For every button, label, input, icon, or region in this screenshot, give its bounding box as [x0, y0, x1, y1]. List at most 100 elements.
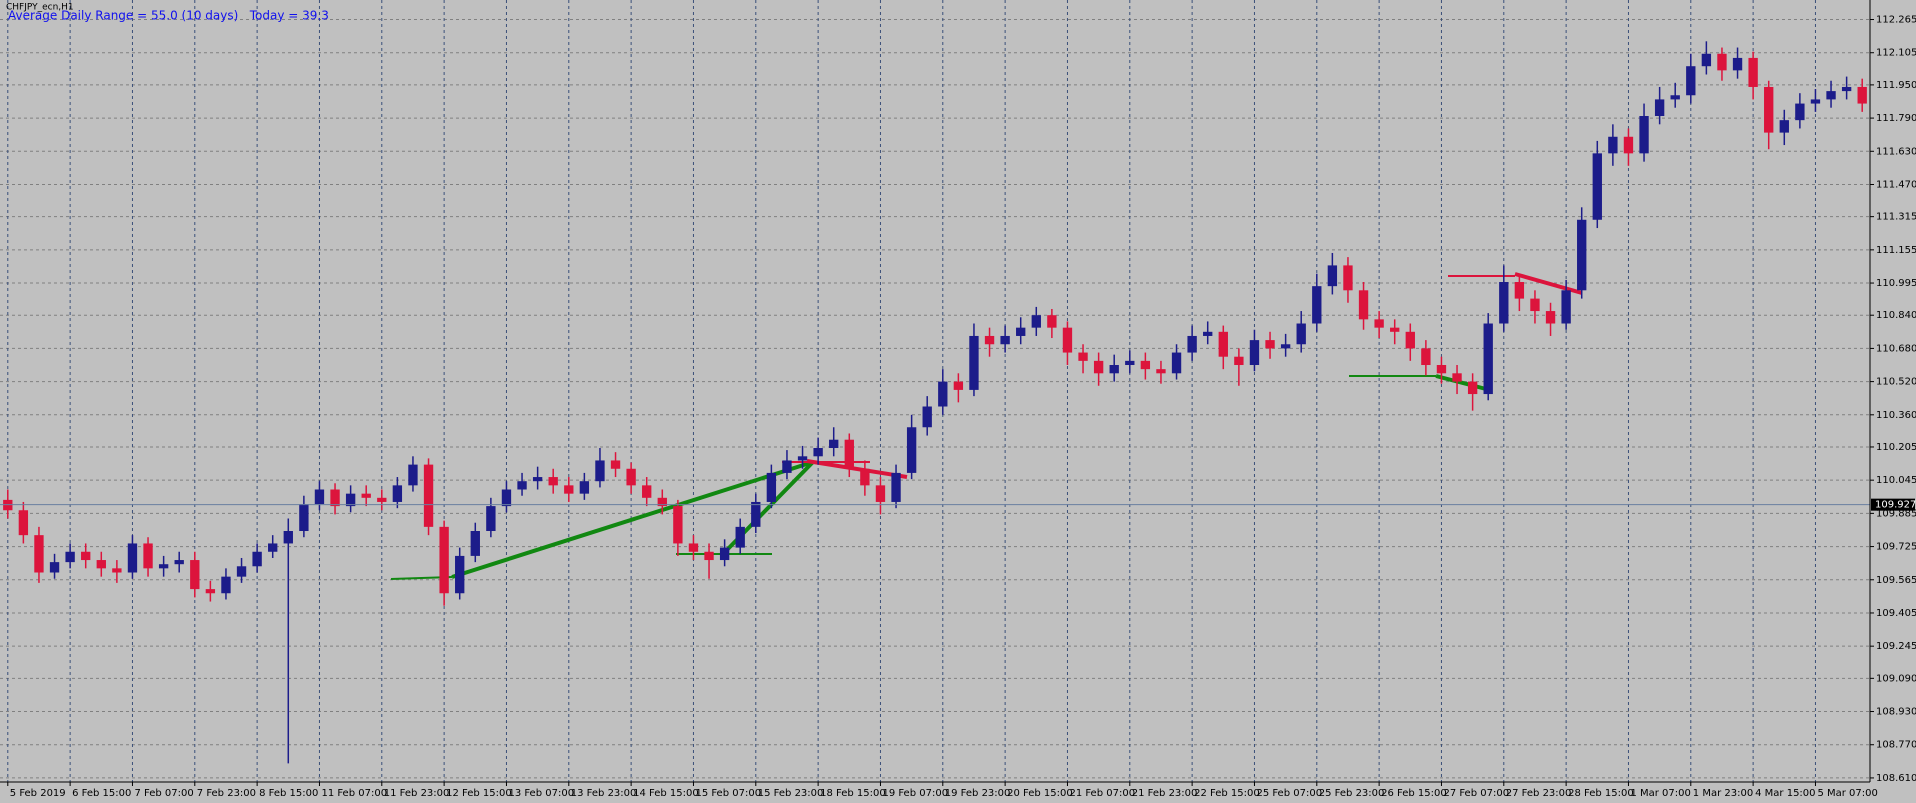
candle-body	[377, 497, 387, 502]
candle-body	[252, 551, 262, 567]
candle-body	[283, 531, 293, 544]
candle-body	[1265, 340, 1275, 349]
x-tick-label: 21 Feb 07:00	[1069, 788, 1135, 799]
y-tick-label: 111.950	[1876, 80, 1916, 91]
candle-body	[906, 427, 917, 473]
candle-body	[96, 560, 106, 569]
candle-body	[1467, 381, 1478, 395]
candle-body	[1062, 327, 1073, 353]
candle-body	[860, 468, 870, 486]
y-tick-label: 110.520	[1876, 377, 1916, 388]
x-tick-label: 19 Feb 23:00	[945, 788, 1011, 799]
candle-body	[579, 481, 590, 494]
x-tick-label: 1 Mar 23:00	[1693, 788, 1753, 799]
candle-body	[1421, 348, 1431, 366]
candle-body	[1312, 286, 1322, 324]
candle-body	[922, 406, 932, 428]
x-tick-label: 28 Feb 15:00	[1568, 788, 1634, 799]
candle-body	[829, 439, 839, 449]
candle-body	[34, 535, 44, 573]
candle-body	[1686, 66, 1696, 96]
candle-body	[1327, 265, 1338, 287]
y-tick-label: 111.315	[1876, 212, 1916, 223]
candle-body	[1000, 335, 1010, 345]
candle-body	[361, 493, 371, 498]
y-tick-label: 112.265	[1876, 15, 1916, 26]
candle-body	[1717, 53, 1727, 71]
candle-body	[330, 489, 340, 507]
y-tick-label: 109.885	[1876, 508, 1916, 519]
candle-body	[875, 485, 886, 502]
candle-body	[455, 555, 465, 594]
x-tick-label: 15 Feb 23:00	[758, 788, 824, 799]
candle-body	[1639, 116, 1649, 154]
x-tick-label: 11 Feb 07:00	[321, 788, 387, 799]
candle-body	[1670, 95, 1680, 100]
candle-body	[1078, 352, 1088, 361]
candle-body	[751, 501, 761, 527]
candle-body	[1343, 265, 1353, 291]
candle-body	[1561, 290, 1571, 324]
candle-body	[719, 547, 730, 561]
x-tick-label: 27 Feb 23:00	[1506, 788, 1572, 799]
symbol-label: CHFJPY_ecn,H1	[6, 3, 74, 13]
candle-body	[1530, 298, 1540, 312]
candle-body	[65, 551, 75, 563]
x-tick-label: 8 Feb 15:00	[259, 788, 318, 799]
candle-body	[1218, 331, 1228, 357]
y-tick-label: 108.930	[1876, 707, 1916, 718]
y-tick-label: 110.840	[1876, 310, 1916, 321]
y-tick-label: 111.630	[1876, 146, 1916, 157]
candle-body	[1280, 344, 1291, 349]
candle-body	[1249, 340, 1260, 366]
candle-body	[1203, 331, 1213, 336]
y-tick-label: 111.155	[1876, 245, 1916, 256]
y-tick-label: 111.790	[1876, 113, 1916, 124]
candle-body	[112, 568, 122, 573]
candle-body	[299, 504, 309, 532]
x-tick-label: 25 Feb 07:00	[1256, 788, 1322, 799]
candle-body	[143, 543, 153, 569]
candle-body	[813, 448, 823, 457]
y-tick-label: 109.725	[1876, 542, 1916, 553]
x-tick-label: 18 Feb 15:00	[820, 788, 886, 799]
candle-body	[1093, 360, 1104, 374]
candle-body	[81, 551, 91, 561]
candle-body	[1545, 311, 1556, 324]
candle-body	[1748, 57, 1758, 87]
candle-body	[1031, 315, 1041, 328]
y-tick-label: 109.405	[1876, 608, 1916, 619]
candle-body	[1795, 103, 1805, 121]
x-tick-label: 13 Feb 07:00	[508, 788, 574, 799]
y-tick-label: 110.045	[1876, 475, 1916, 486]
candle-body	[532, 477, 543, 482]
price-tag-label: 109.927	[1875, 500, 1916, 511]
candle-body	[1047, 315, 1057, 328]
x-tick-label: 12 Feb 15:00	[446, 788, 512, 799]
candle-body	[49, 562, 60, 573]
candle-body	[1623, 136, 1634, 154]
candle-body	[439, 526, 449, 594]
candle-body	[1109, 365, 1119, 374]
candle-body	[704, 551, 714, 561]
candle-body	[938, 381, 948, 407]
candle-body	[610, 460, 621, 469]
y-tick-label: 110.205	[1876, 442, 1916, 453]
y-tick-label: 110.680	[1876, 343, 1916, 354]
candle-body	[392, 485, 403, 502]
x-tick-label: 4 Mar 15:00	[1755, 788, 1815, 799]
indicator-text: Average Daily Range = 55.0 (10 days) Tod…	[8, 9, 329, 23]
y-tick-label: 110.360	[1876, 410, 1916, 421]
x-tick-label: 20 Feb 15:00	[1007, 788, 1073, 799]
candle-body	[953, 381, 964, 390]
candle-body	[345, 493, 356, 507]
candle-body	[1577, 219, 1587, 291]
candle-body	[891, 472, 901, 502]
candle-body	[1608, 136, 1618, 154]
candle-body	[1701, 53, 1712, 67]
candle-body	[673, 506, 683, 544]
candle-body	[844, 439, 854, 469]
trend-line	[806, 459, 908, 479]
candle-body	[1171, 352, 1182, 374]
